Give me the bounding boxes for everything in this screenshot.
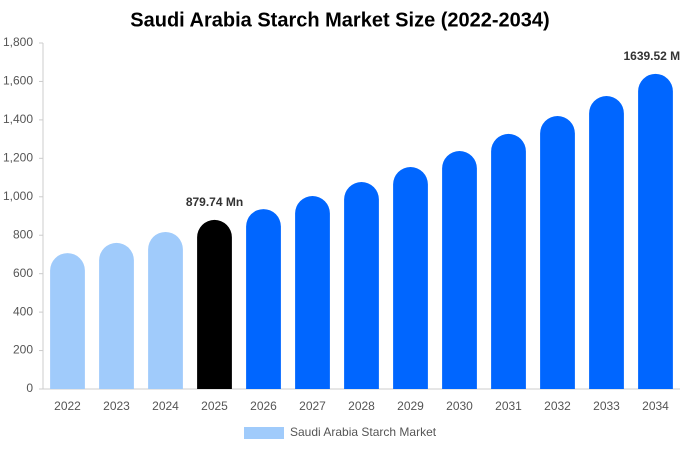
- x-tick-label: 2030: [446, 399, 473, 413]
- y-tick-label: 0: [26, 381, 33, 395]
- bar: [638, 73, 673, 389]
- bar: [50, 253, 85, 389]
- x-tick-label: 2028: [348, 399, 375, 413]
- chart-title: Saudi Arabia Starch Market Size (2022-20…: [130, 9, 549, 31]
- x-tick-label: 2033: [593, 399, 620, 413]
- x-tick-label: 2025: [201, 399, 228, 413]
- legend-swatch: [244, 427, 284, 439]
- y-tick-label: 800: [13, 227, 33, 241]
- bar: [148, 231, 183, 389]
- x-tick-label: 2026: [250, 399, 277, 413]
- x-tick-label: 2027: [299, 399, 326, 413]
- bar: [491, 133, 526, 389]
- bar: [344, 182, 379, 389]
- bar: [197, 219, 232, 389]
- y-tick-label: 1,800: [3, 35, 33, 49]
- y-tick-label: 600: [13, 266, 33, 280]
- value-label: 879.74 Mn: [186, 195, 243, 209]
- x-tick-label: 2031: [495, 399, 522, 413]
- y-tick-label: 1,200: [3, 151, 33, 165]
- bar: [99, 242, 134, 389]
- y-tick-label: 1,000: [3, 189, 33, 203]
- y-tick-label: 1,400: [3, 112, 33, 126]
- x-tick-label: 2029: [397, 399, 424, 413]
- x-tick-label: 2034: [642, 399, 669, 413]
- y-tick-label: 1,600: [3, 74, 33, 88]
- value-label: 1639.52 Mn: [623, 49, 680, 63]
- x-tick-label: 2032: [544, 399, 571, 413]
- x-tick-label: 2024: [152, 399, 179, 413]
- bar: [589, 96, 624, 389]
- bar: [540, 116, 575, 389]
- y-tick-label: 200: [13, 343, 33, 357]
- y-tick-label: 400: [13, 304, 33, 318]
- bar: [442, 151, 477, 389]
- bar: [246, 209, 281, 389]
- legend-label: Saudi Arabia Starch Market: [290, 425, 437, 439]
- bar: [295, 196, 330, 389]
- x-tick-label: 2022: [54, 399, 81, 413]
- bar: [393, 167, 428, 389]
- x-tick-label: 2023: [103, 399, 130, 413]
